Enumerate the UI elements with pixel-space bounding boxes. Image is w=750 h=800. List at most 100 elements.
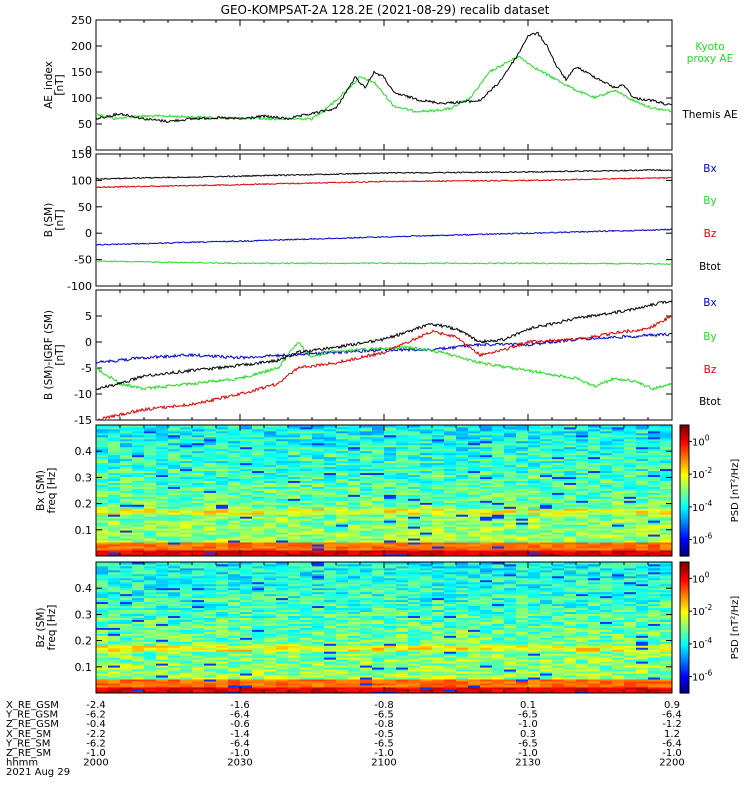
ephemeris-value: -6.5 xyxy=(518,710,538,721)
series-line-bz xyxy=(96,315,672,420)
colorbar-title: PSD [nT²/Hz] xyxy=(730,596,741,660)
ephemeris-value: 2000 xyxy=(83,758,108,769)
ephemeris-value: -1.2 xyxy=(662,719,682,730)
spec_bz-pixels xyxy=(96,562,673,694)
ephemeris-value: -6.5 xyxy=(374,738,394,749)
db-y-title: [nT] xyxy=(54,344,66,365)
ephemeris-value: -1.6 xyxy=(230,700,250,711)
ephemeris-label: Y_RE_GSM xyxy=(5,710,58,721)
y-tick-label: -50 xyxy=(74,254,92,267)
legend-entry: Bz xyxy=(704,364,717,376)
ephemeris-value: -2.4 xyxy=(86,700,106,711)
ephemeris-label: X_RE_SM xyxy=(6,729,51,740)
ephemeris-value: -0.5 xyxy=(374,729,394,740)
b-minus-igrf-panel: -15 -10 -5 0 5 B (SM)-IGRF (SM) [nT] Bx By Bz Btot xyxy=(43,289,721,427)
ephemeris-value: -6.4 xyxy=(662,710,682,721)
ephemeris-label: Z_RE_GSM xyxy=(6,719,59,730)
legend-entry: Btot xyxy=(699,261,721,273)
ephemeris-value: 0.9 xyxy=(664,700,680,711)
ephemeris-value: -0.8 xyxy=(374,700,394,711)
legend-entry: Bx xyxy=(703,297,716,309)
series-line-bz xyxy=(96,176,672,189)
ephemeris-value: 0.1 xyxy=(520,700,536,711)
series-line-bx xyxy=(96,228,672,246)
y-tick-label: -10 xyxy=(74,388,92,401)
series-line-kyoto-proxy-ae xyxy=(96,55,672,122)
ephemeris-value: -6.2 xyxy=(86,738,106,749)
series-line-btot xyxy=(96,300,672,391)
ephemeris-value: -6.5 xyxy=(518,738,538,749)
y-tick-label: 0.1 xyxy=(75,524,93,537)
ae-y-title: AE_index xyxy=(43,61,55,109)
ephemeris-value: -1.0 xyxy=(662,748,682,759)
series-line-btot xyxy=(96,168,672,180)
ephemeris-value: -0.4 xyxy=(86,719,106,730)
series-line-themis-ae xyxy=(96,31,672,123)
spec_bx-pixels xyxy=(96,425,673,557)
db-frame xyxy=(95,289,673,421)
legend-entry: Kyoto xyxy=(695,41,724,53)
ephemeris-value: -1.0 xyxy=(518,719,538,730)
y-tick-label: 150 xyxy=(71,148,92,161)
y-tick-label: 50 xyxy=(78,201,92,214)
ae-y-title: [nT] xyxy=(54,74,66,95)
y-tick-label: 250 xyxy=(71,14,92,27)
colorbar-tick-label: 10-2 xyxy=(692,603,712,618)
ephemeris-value: 2030 xyxy=(227,758,252,769)
y-tick-label: -15 xyxy=(74,414,92,427)
colorbar-tick-label: 100 xyxy=(692,570,710,585)
ephemeris-label: hhmm xyxy=(6,758,38,769)
b-sm-panel: -100 -50 0 50 100 150 B (SM) [nT] Bx By Bz Btot xyxy=(43,148,721,293)
bx-spectrogram-panel: 0.10.20.30.4Bx (SM) freq [Hz]10010-210-41… xyxy=(35,424,741,557)
ephemeris-value: -1.4 xyxy=(230,729,250,740)
ephemeris-value: -1.0 xyxy=(230,748,250,759)
colorbar-tick-label: 10-2 xyxy=(692,466,712,481)
spec_bz-y-title: Bz (SM) xyxy=(35,608,47,648)
y-tick-label: 0.2 xyxy=(75,635,93,648)
ephemeris-label: Z_RE_SM xyxy=(6,748,51,759)
legend-entry: Themis AE xyxy=(681,109,737,121)
colorbar-title: PSD [nT²/Hz] xyxy=(730,459,741,523)
y-tick-label: 100 xyxy=(71,92,92,105)
ephemeris-value: 2100 xyxy=(371,758,396,769)
bz-spectrogram-panel: 0.10.20.30.4Bz (SM) freq [Hz]10010-210-41… xyxy=(35,561,741,694)
ephemeris-value: 2130 xyxy=(515,758,540,769)
b-y-title: [nT] xyxy=(54,209,66,230)
y-tick-label: 0.3 xyxy=(75,471,93,484)
colorbar-tick-label: 100 xyxy=(692,433,710,448)
b-y-title: B (SM) xyxy=(43,203,55,237)
legend-entry: proxy AE xyxy=(687,53,733,65)
ephemeris-label: X_RE_GSM xyxy=(6,700,59,711)
ephemeris-value: -1.0 xyxy=(374,748,394,759)
y-tick-label: -5 xyxy=(81,362,92,375)
spec_bz-y-title: freq [Hz] xyxy=(46,605,58,651)
series-line-by xyxy=(96,260,672,266)
date-label: 2021 Aug 29 xyxy=(6,767,70,778)
y-tick-label: 50 xyxy=(78,118,92,131)
db-y-title: B (SM)-IGRF (SM) xyxy=(43,310,55,400)
ephemeris-value: -0.8 xyxy=(374,719,394,730)
ephemeris-value: -0.6 xyxy=(230,719,250,730)
ephemeris-value: -1.0 xyxy=(86,748,106,759)
y-tick-label: 0.2 xyxy=(75,498,93,511)
y-tick-label: 0 xyxy=(85,227,92,240)
legend-entry: Bz xyxy=(704,228,717,240)
legend-entry: Btot xyxy=(699,396,721,408)
legend-entry: Bx xyxy=(703,163,716,175)
spec_bx-y-title: Bx (SM) xyxy=(35,470,47,511)
y-tick-label: 0 xyxy=(85,336,92,349)
chart-title: GEO-KOMPSAT-2A 128.2E (2021-08-29) recal… xyxy=(221,3,550,17)
spec_bx-colorbar: 100 10-2 10-4 10-6 PSD [nT²/Hz] xyxy=(679,424,741,557)
y-tick-label: 0 xyxy=(85,144,92,157)
legend-entry: By xyxy=(703,195,716,207)
y-tick-label: 0.4 xyxy=(75,445,93,458)
ephemeris-value: -2.2 xyxy=(86,729,106,740)
ephemeris-value: -6.4 xyxy=(230,738,250,749)
y-tick-label: 5 xyxy=(85,310,92,323)
legend-entry: By xyxy=(703,331,716,343)
ephemeris-value: 2200 xyxy=(659,758,684,769)
ephemeris-value: -6.4 xyxy=(662,738,682,749)
ae-frame xyxy=(95,19,673,151)
